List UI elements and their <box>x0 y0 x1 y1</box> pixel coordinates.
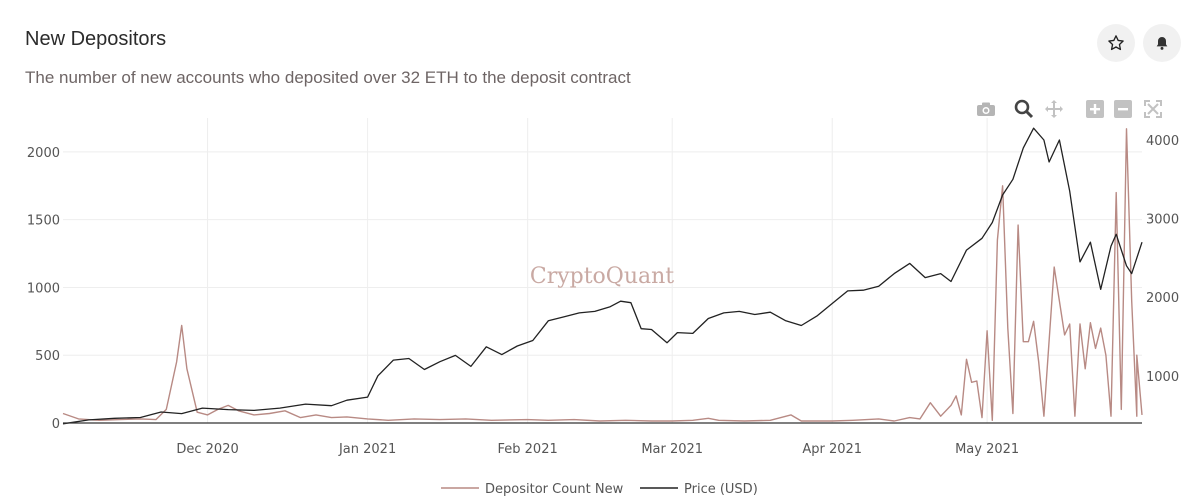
bell-icon <box>1156 37 1168 50</box>
x-tick-label: Dec 2020 <box>176 442 238 457</box>
right-tick-label: 3000 <box>1146 213 1179 228</box>
left-tick-label: 2000 <box>27 146 60 161</box>
left-tick-label: 0 <box>52 417 60 432</box>
camera-icon[interactable] <box>974 97 998 121</box>
autoscale-icon[interactable] <box>1141 97 1165 121</box>
left-tick-label: 1500 <box>27 214 60 229</box>
zoom-in-icon[interactable] <box>1083 97 1107 121</box>
chart-title: New Depositors <box>25 28 167 50</box>
pan-icon[interactable] <box>1042 97 1066 121</box>
chart-subtitle: The number of new accounts who deposited… <box>25 68 631 87</box>
right-tick-label: 4000 <box>1146 134 1179 149</box>
x-tick-label: Jan 2021 <box>338 442 396 457</box>
right-tick-label: 1000 <box>1146 370 1179 385</box>
x-axis: Dec 2020 Jan 2021 Feb 2021 Mar 2021 Apr 2021… <box>176 442 1019 457</box>
right-tick-label: 2000 <box>1146 291 1179 306</box>
depositor-count-line <box>62 128 1143 422</box>
x-tick-label: May 2021 <box>955 442 1019 457</box>
left-tick-label: 500 <box>35 349 60 364</box>
watermark: CryptoQuant <box>530 264 674 289</box>
price-line <box>62 127 1143 425</box>
favorite-button[interactable] <box>1097 24 1135 62</box>
right-axis: 1000 2000 3000 4000 <box>1146 134 1179 385</box>
chart-toolbar <box>970 97 1170 121</box>
zoom-out-icon[interactable] <box>1111 97 1135 121</box>
x-tick-label: Apr 2021 <box>802 442 862 457</box>
left-axis: 0 500 1000 1500 2000 <box>27 146 60 432</box>
zoom-icon[interactable] <box>1012 97 1036 121</box>
x-tick-label: Feb 2021 <box>498 442 558 457</box>
legend-label: Depositor Count New <box>485 482 624 497</box>
legend-label: Price (USD) <box>684 482 758 497</box>
alert-button[interactable] <box>1143 24 1181 62</box>
series-layer <box>62 127 1143 425</box>
legend: Depositor Count New Price (USD) <box>441 482 758 497</box>
x-tick-label: Mar 2021 <box>641 442 703 457</box>
star-icon <box>1108 35 1124 51</box>
left-tick-label: 1000 <box>27 281 60 296</box>
